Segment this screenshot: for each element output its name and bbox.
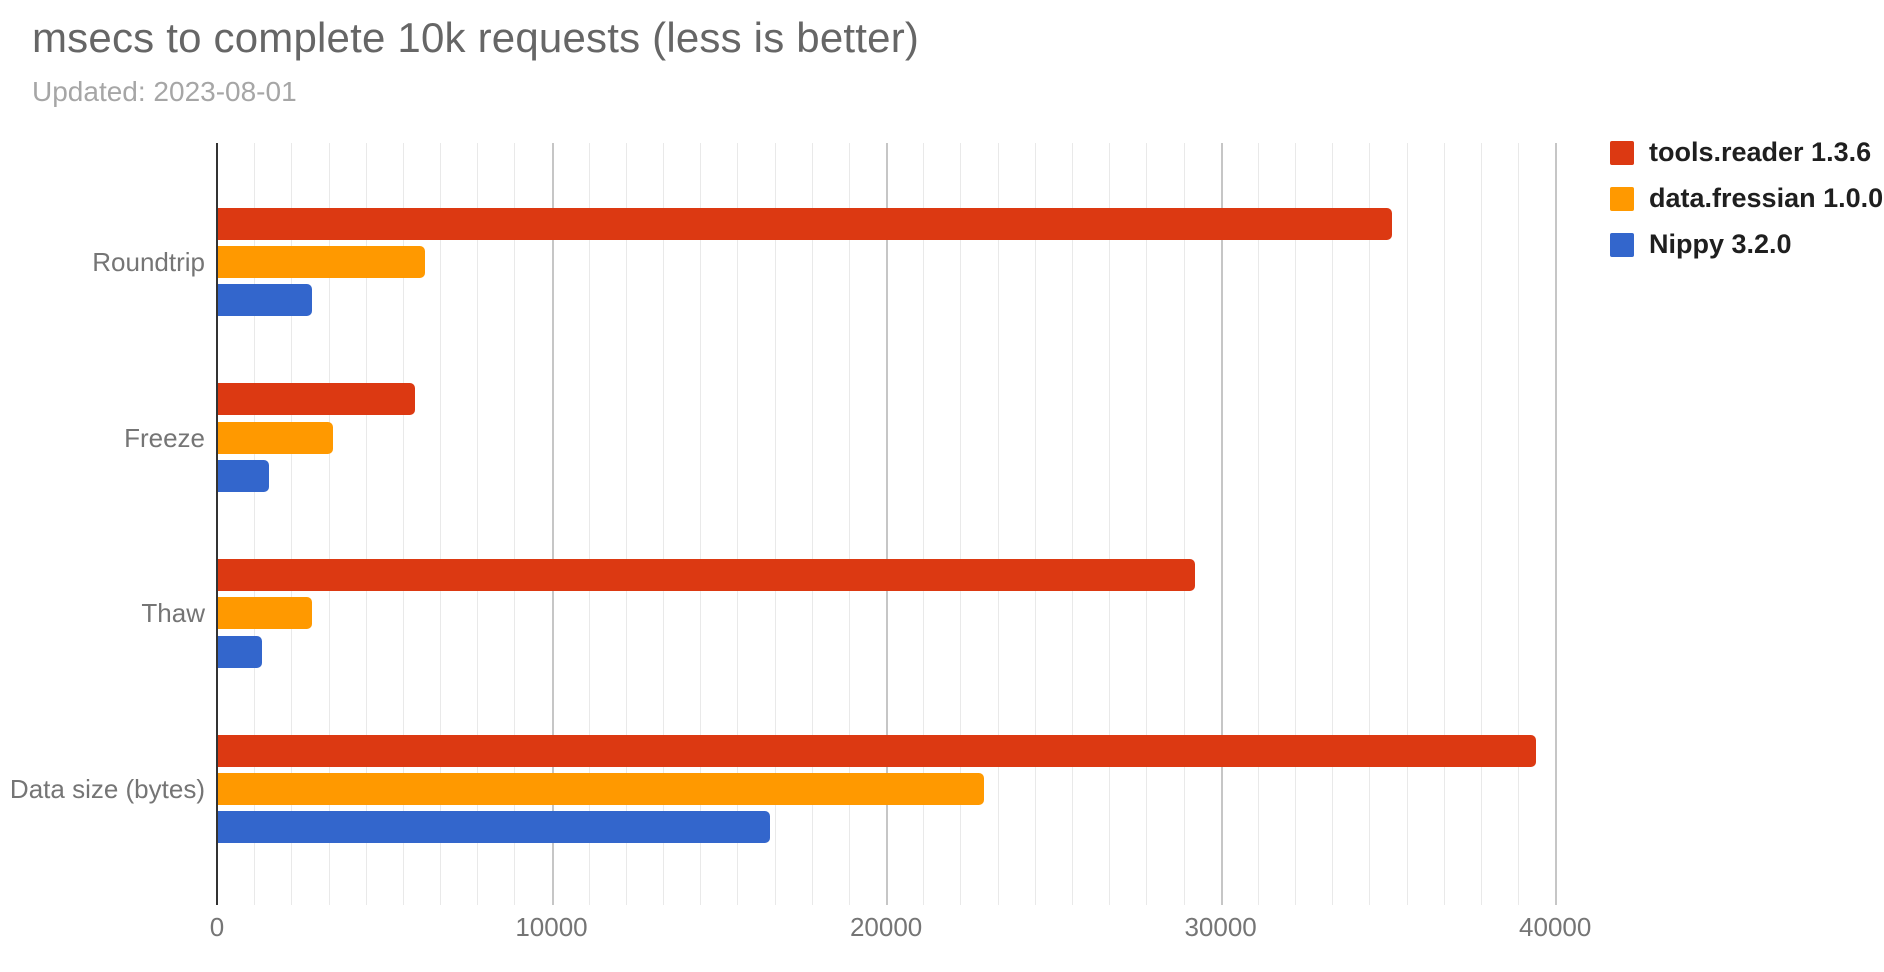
gridline-minor [848,143,850,905]
gridline-minor [1369,143,1371,905]
gridline-minor [365,143,367,905]
category-label-freeze: Freeze [124,422,205,453]
x-tick-label-40000: 40000 [1519,912,1592,942]
bar-roundtrip-data-fressian-1-0-0[interactable] [218,246,426,278]
gridline-minor [1443,143,1445,905]
x-tick-label-20000: 20000 [849,912,923,942]
category-label-thaw: Thaw [141,598,205,629]
gridline-minor [700,143,702,905]
chart-title: msecs to complete 10k requests (less is … [32,14,920,61]
gridline-minor [737,143,739,905]
gridline-minor [254,143,256,905]
gridline-minor [960,143,962,905]
gridline-minor [1109,143,1111,905]
bar-data-size-bytes-data-fressian-1-0-0[interactable] [218,773,985,806]
gridline-major [1555,143,1558,905]
bar-freeze-nippy-3-2-0[interactable] [218,460,269,492]
legend-item-data-fressian-1-0-0: data.fressian 1.0.0 [1610,183,1884,213]
gridline-minor [588,143,590,905]
y-axis-baseline [216,143,218,905]
gridline-minor [402,143,404,905]
gridline-minor [1257,143,1259,905]
gridline-minor [1146,143,1148,905]
legend-label: tools.reader 1.3.6 [1649,137,1872,167]
legend-swatch-icon [1610,140,1634,165]
gridline-minor [1295,143,1296,905]
bar-data-size-bytes-tools-reader-1-3-6[interactable] [218,734,1537,767]
plot-area [216,143,1592,905]
gridline-minor [440,143,441,905]
gridline-minor [997,143,999,905]
gridline-minor [923,143,925,905]
bar-thaw-data-fressian-1-0-0[interactable] [218,597,313,630]
gridline-minor [1183,143,1185,905]
x-tick-label-10000: 10000 [515,912,588,942]
gridline-minor [1332,143,1334,905]
gridline-minor [1072,143,1073,905]
gridline-major [551,143,554,905]
bar-thaw-tools-reader-1-3-6[interactable] [218,559,1195,592]
gridline-minor [1518,143,1519,905]
gridline-minor [625,143,627,905]
gridline-minor [811,143,813,905]
legend-swatch-icon [1610,232,1634,257]
gridline-minor [477,143,479,905]
category-label-data-size-bytes: Data size (bytes) [9,774,205,805]
bar-roundtrip-tools-reader-1-3-6[interactable] [218,207,1393,240]
gridline-major [886,143,889,905]
gridline-minor [1034,143,1036,905]
category-label-roundtrip: Roundtrip [92,247,205,277]
legend-label: Nippy 3.2.0 [1649,229,1792,259]
bar-thaw-nippy-3-2-0[interactable] [218,635,263,668]
legend-swatch-icon [1610,186,1634,211]
gridline-minor [291,143,293,905]
bar-freeze-data-fressian-1-0-0[interactable] [218,421,333,454]
gridline-major [1220,143,1223,905]
legend: tools.reader 1.3.6 data.fressian 1.0.0 Nip… [1610,137,1884,278]
gridline-minor [663,143,665,905]
x-tick-label-0: 0 [209,912,225,942]
chart-subtitle: Updated: 2023-08-01 [32,76,297,107]
bar-data-size-bytes-nippy-3-2-0[interactable] [218,811,770,844]
legend-label: data.fressian 1.0.0 [1649,183,1884,213]
legend-item-tools-reader-1-3-6: tools.reader 1.3.6 [1610,137,1883,167]
gridline-minor [774,143,776,905]
gridline-minor [1406,143,1408,905]
gridline-minor [328,143,330,905]
x-tick-label-30000: 30000 [1184,912,1257,942]
bar-roundtrip-nippy-3-2-0[interactable] [218,284,313,317]
legend-item-nippy-3-2-0: Nippy 3.2.0 [1610,229,1883,259]
gridline-minor [1480,143,1482,905]
gridline-minor [514,143,516,905]
bar-freeze-tools-reader-1-3-6[interactable] [218,383,416,416]
